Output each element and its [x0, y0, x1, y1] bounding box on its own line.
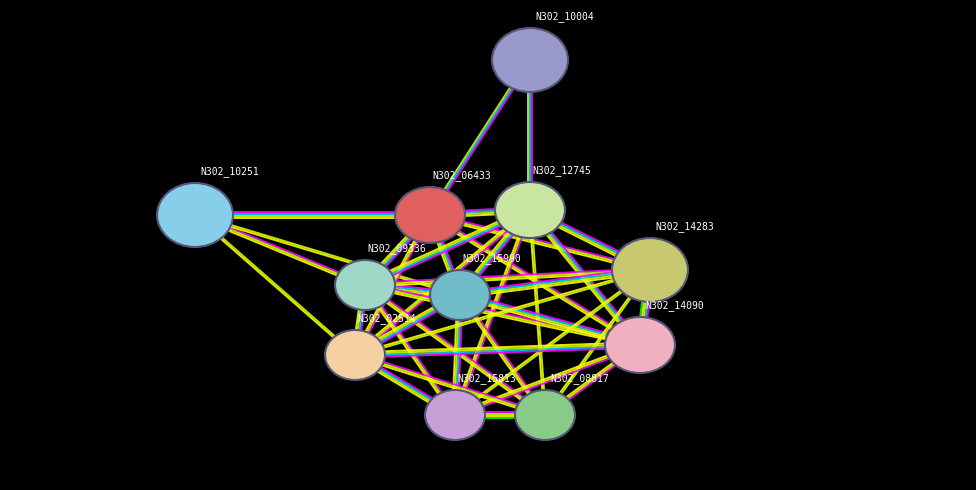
Text: N302_09336: N302_09336	[367, 243, 426, 254]
Text: N302_06433: N302_06433	[432, 170, 491, 181]
Text: N302_10251: N302_10251	[200, 166, 259, 177]
Text: N302_14090: N302_14090	[645, 300, 704, 311]
Text: N302_15813: N302_15813	[457, 373, 515, 384]
Ellipse shape	[492, 28, 568, 92]
Text: N302_10004: N302_10004	[535, 11, 593, 22]
Ellipse shape	[612, 238, 688, 302]
Ellipse shape	[430, 270, 490, 320]
Text: N302_14283: N302_14283	[655, 221, 713, 232]
Ellipse shape	[515, 390, 575, 440]
Ellipse shape	[157, 183, 233, 247]
Ellipse shape	[335, 260, 395, 310]
Ellipse shape	[605, 317, 675, 373]
Text: N302_12745: N302_12745	[532, 165, 590, 176]
Ellipse shape	[425, 390, 485, 440]
Ellipse shape	[325, 330, 385, 380]
Text: N302_02514: N302_02514	[357, 313, 416, 324]
Text: N302_08817: N302_08817	[550, 373, 609, 384]
Text: N302_15990: N302_15990	[462, 253, 521, 264]
Ellipse shape	[495, 182, 565, 238]
Ellipse shape	[395, 187, 465, 243]
